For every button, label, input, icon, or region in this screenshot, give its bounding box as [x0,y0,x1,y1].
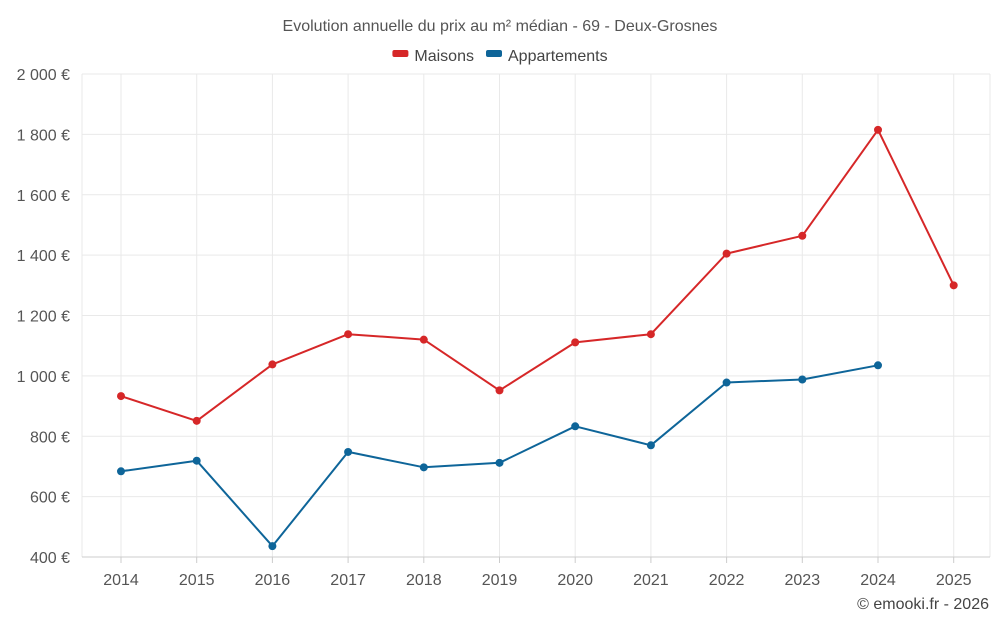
data-point-appartements[interactable] [192,456,201,465]
series-layer [117,125,958,551]
x-tick-label: 2024 [860,572,896,589]
x-tick-label: 2023 [785,572,821,589]
x-tick-label: 2015 [179,572,215,589]
y-tick-label: 1 600 € [17,188,70,205]
y-tick-label: 2 000 € [17,67,70,84]
chart-title: Evolution annuelle du prix au m² médian … [283,18,718,35]
data-point-maisons[interactable] [344,330,353,339]
legend-swatch [392,50,409,57]
data-point-maisons[interactable] [192,416,201,425]
y-tick-label: 800 € [30,429,70,446]
x-tick-label: 2016 [255,572,291,589]
x-tick-label: 2014 [103,572,139,589]
axes: 400 € 600 € 800 € 1 000 € 1 200 € 1 400 € 1 60… [17,67,990,589]
legend-swatch [486,50,502,57]
data-point-appartements[interactable] [798,375,807,384]
grid [81,73,991,557]
data-point-appartements[interactable] [117,467,125,476]
x-tick-label: 2021 [633,572,669,589]
x-tick-label: 2017 [330,572,366,589]
legend-item-maisons[interactable]: Maisons [392,48,474,65]
legend-label: Appartements [508,48,608,65]
y-tick-label: 1 000 € [17,369,70,386]
data-point-maisons[interactable] [798,231,807,240]
data-point-maisons[interactable] [571,338,580,347]
data-point-maisons[interactable] [117,392,125,401]
data-point-appartements[interactable] [419,463,428,472]
legend-item-appartements[interactable]: Appartements [486,48,608,65]
series-line-maisons [120,128,955,422]
data-point-appartements[interactable] [722,378,731,387]
data-point-appartements[interactable] [646,441,655,450]
data-point-maisons[interactable] [722,249,731,258]
credit-text: © emooki.fr - 2026 [857,596,989,613]
data-point-appartements[interactable] [344,447,353,456]
y-tick-label: 1 200 € [17,309,70,326]
data-point-appartements[interactable] [495,458,504,467]
x-tick-label: 2025 [936,572,972,589]
data-point-maisons[interactable] [419,335,428,344]
x-tick-label: 2020 [557,572,593,589]
data-point-appartements[interactable] [268,542,277,551]
x-tick-label: 2022 [709,572,745,589]
legend: Maisons Appartements [392,48,608,65]
data-point-maisons[interactable] [495,386,504,395]
data-point-maisons[interactable] [646,330,655,339]
data-point-appartements[interactable] [571,422,580,431]
y-tick-label: 400 € [30,550,70,567]
data-point-maisons[interactable] [949,281,958,290]
y-tick-label: 1 400 € [17,248,70,265]
x-tick-label: 2019 [482,572,518,589]
data-point-appartements[interactable] [874,361,882,370]
y-tick-label: 600 € [30,490,70,507]
data-point-maisons[interactable] [874,125,882,134]
data-point-maisons[interactable] [268,360,277,369]
x-tick-label: 2018 [406,572,442,589]
legend-label: Maisons [414,48,474,65]
y-tick-label: 1 800 € [17,127,70,144]
